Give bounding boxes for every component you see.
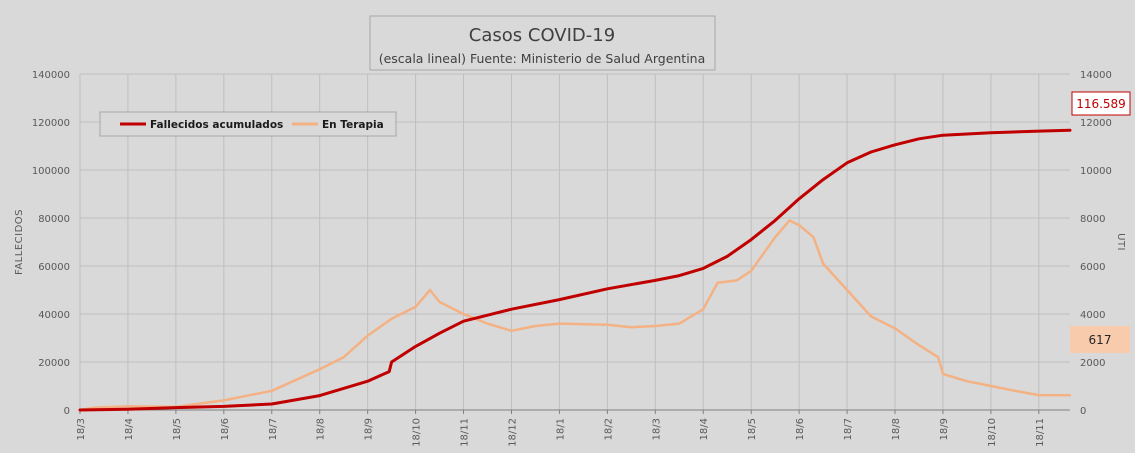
axis-layer: 0 0 20000 2000 40000 4000 60000 6000 80000 8000 10… — [32, 70, 1112, 447]
title-box-bg — [369, 15, 716, 71]
x-tick-label: 18/11 — [460, 418, 471, 447]
callout-fallecidos-box — [1071, 91, 1131, 116]
y-left-tick-label: 140000 — [32, 70, 70, 81]
y-left-tick-label: 0 — [64, 406, 70, 417]
series-line-en-terapia — [78, 219, 1072, 412]
x-tick-label: 18/4 — [124, 418, 135, 440]
legend: Fallecidos acumulados En Terapia — [99, 111, 397, 137]
x-tick-label: 18/7 — [843, 418, 854, 440]
callout-en-terapia-box — [1070, 326, 1130, 353]
chart-title: Casos COVID-19 — [469, 25, 615, 46]
y-left-tick-label: 80000 — [38, 214, 70, 225]
y-right-tick-label: 14000 — [1080, 70, 1112, 81]
x-tick-label: 18/6 — [795, 418, 806, 440]
x-tick-label: 18/12 — [507, 418, 518, 447]
callout-en-terapia: 617 — [1070, 326, 1130, 353]
x-tick-label: 18/5 — [747, 418, 758, 440]
y-left-axis-title: FALLECIDOS — [14, 209, 25, 275]
x-tick-label: 18/10 — [987, 418, 998, 447]
y-right-tick-label: 8000 — [1080, 214, 1105, 225]
callout-en-terapia-value: 617 — [1089, 333, 1112, 347]
x-tick-label: 18/8 — [891, 418, 902, 440]
callout-fallecidos: 116.589 — [1071, 91, 1131, 116]
x-tick-label: 18/3 — [76, 418, 87, 440]
grid-layer — [79, 73, 1070, 411]
y-right-tick-label: 4000 — [1080, 310, 1105, 321]
y-left-tick-label: 20000 — [38, 358, 70, 369]
x-tick-label: 18/7 — [268, 418, 279, 440]
series-layer — [78, 128, 1072, 412]
x-tick-label: 18/11 — [1035, 418, 1046, 447]
y-right-tick-label: 12000 — [1080, 118, 1112, 129]
y-right-tick-label: 0 — [1080, 406, 1086, 417]
y-right-tick-label: 10000 — [1080, 166, 1112, 177]
y-right-tick-label: 2000 — [1080, 358, 1105, 369]
series-line-fallecidos-acumulados — [78, 128, 1072, 412]
y-left-tick-label: 120000 — [32, 118, 70, 129]
y-right-tick-label: 6000 — [1080, 262, 1105, 273]
x-tick-label: 18/10 — [412, 418, 423, 447]
legend-bg — [99, 111, 397, 137]
y-left-tick-label: 40000 — [38, 310, 70, 321]
x-tick-label: 18/6 — [220, 418, 231, 440]
y-left-tick-label: 60000 — [38, 262, 70, 273]
x-tick-label: 18/8 — [316, 418, 327, 440]
x-tick-label: 18/3 — [651, 418, 662, 440]
x-tick-label: 18/9 — [939, 418, 950, 440]
legend-label-en-terapia: En Terapia — [322, 119, 384, 131]
x-tick-label: 18/2 — [603, 418, 614, 440]
x-tick-label: 18/5 — [172, 418, 183, 440]
x-tick-label: 18/4 — [699, 418, 710, 440]
chart-subtitle: (escala lineal) Fuente: Ministerio de Sa… — [379, 51, 706, 66]
legend-label-fallecidos: Fallecidos acumulados — [150, 119, 283, 131]
callout-fallecidos-value: 116.589 — [1076, 97, 1126, 111]
y-left-tick-label: 100000 — [32, 166, 70, 177]
y-right-axis-title: UTI — [1115, 233, 1126, 251]
x-tick-label: 18/1 — [555, 418, 566, 440]
title-box: Casos COVID-19 (escala lineal) Fuente: M… — [369, 15, 716, 71]
x-tick-label: 18/9 — [364, 418, 375, 440]
